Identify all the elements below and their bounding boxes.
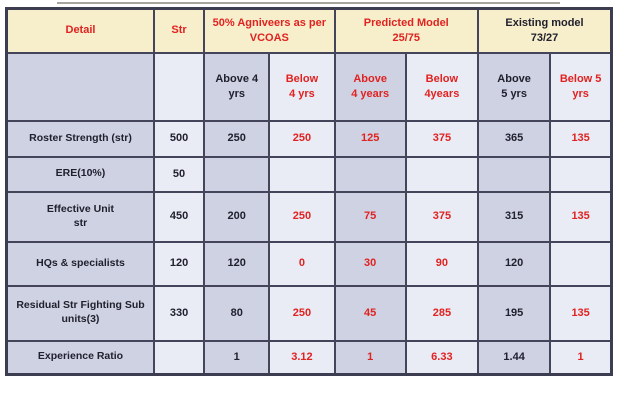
top-rule bbox=[57, 2, 560, 4]
header-group-agniveers: 50% Agniveers as per VCOAS bbox=[203, 7, 336, 54]
header-str: Str bbox=[152, 7, 206, 54]
subheader-predicted-below-4: Below 4years bbox=[404, 51, 480, 122]
cell-predicted-below-4: 375 bbox=[404, 190, 480, 243]
cell-predicted-below-4: 6.33 bbox=[404, 339, 480, 376]
cell-existing-above-5: 1.44 bbox=[476, 339, 552, 376]
cell-existing-below-5 bbox=[549, 240, 613, 287]
header-row: Detail Str 50% Agniveers as per VCOAS Pr… bbox=[5, 7, 613, 54]
header-detail: Detail bbox=[5, 7, 155, 54]
cell-label: HQs & specialists bbox=[5, 240, 155, 287]
cell-agniveer-below-4: 3.12 bbox=[268, 339, 336, 376]
cell-label: Effective Unit str bbox=[5, 190, 155, 243]
cell-agniveer-below-4: 250 bbox=[268, 190, 336, 243]
cell-existing-above-5: 195 bbox=[476, 284, 552, 342]
cell-agniveer-above-4 bbox=[203, 155, 271, 193]
cell-existing-below-5: 135 bbox=[549, 284, 613, 342]
cell-existing-above-5: 365 bbox=[476, 119, 552, 158]
cell-agniveer-above-4: 80 bbox=[203, 284, 271, 342]
cell-label: Experience Ratio bbox=[5, 339, 155, 376]
cell-predicted-above-4 bbox=[333, 155, 407, 193]
cell-str bbox=[152, 339, 206, 376]
subheader-row: Above 4 yrs Below 4 yrs Above 4 years Be… bbox=[5, 51, 613, 122]
cell-agniveer-above-4: 250 bbox=[203, 119, 271, 158]
cell-agniveer-above-4: 120 bbox=[203, 240, 271, 287]
cell-str: 450 bbox=[152, 190, 206, 243]
row-hqs-specialists: HQs & specialists 120 120 0 30 90 120 bbox=[5, 240, 613, 287]
force-structure-table: Detail Str 50% Agniveers as per VCOAS Pr… bbox=[5, 7, 613, 376]
subheader-str-spacer bbox=[152, 51, 206, 122]
cell-agniveer-below-4 bbox=[268, 155, 336, 193]
subheader-existing-below-5: Below 5 yrs bbox=[549, 51, 613, 122]
row-ere: ERE(10%) 50 bbox=[5, 155, 613, 193]
cell-agniveer-below-4: 250 bbox=[268, 284, 336, 342]
cell-agniveer-above-4: 200 bbox=[203, 190, 271, 243]
row-experience-ratio: Experience Ratio 1 3.12 1 6.33 1.44 1 bbox=[5, 339, 613, 376]
cell-existing-above-5: 120 bbox=[476, 240, 552, 287]
cell-predicted-above-4: 30 bbox=[333, 240, 407, 287]
cell-existing-below-5: 1 bbox=[549, 339, 613, 376]
cell-predicted-above-4: 125 bbox=[333, 119, 407, 158]
cell-label: Residual Str Fighting Sub units(3) bbox=[5, 284, 155, 342]
cell-predicted-below-4: 375 bbox=[404, 119, 480, 158]
cell-existing-below-5: 135 bbox=[549, 190, 613, 243]
cell-predicted-below-4: 90 bbox=[404, 240, 480, 287]
cell-label: ERE(10%) bbox=[5, 155, 155, 193]
cell-label: Roster Strength (str) bbox=[5, 119, 155, 158]
subheader-agniveer-below-4: Below 4 yrs bbox=[268, 51, 336, 122]
header-group-existing-model: Existing model 73/27 bbox=[477, 7, 613, 54]
header-group-predicted-model: Predicted Model 25/75 bbox=[333, 7, 480, 54]
cell-str: 50 bbox=[152, 155, 206, 193]
cell-str: 500 bbox=[152, 119, 206, 158]
cell-agniveer-above-4: 1 bbox=[203, 339, 271, 376]
cell-existing-below-5: 135 bbox=[549, 119, 613, 158]
cell-existing-above-5: 315 bbox=[476, 190, 552, 243]
cell-predicted-below-4: 285 bbox=[404, 284, 480, 342]
cell-predicted-above-4: 75 bbox=[333, 190, 407, 243]
row-residual-str-fighting: Residual Str Fighting Sub units(3) 330 8… bbox=[5, 284, 613, 342]
cell-str: 120 bbox=[152, 240, 206, 287]
cell-existing-above-5 bbox=[476, 155, 552, 193]
row-effective-unit-str: Effective Unit str 450 200 250 75 375 31… bbox=[5, 190, 613, 243]
cell-agniveer-below-4: 250 bbox=[268, 119, 336, 158]
row-roster-strength: Roster Strength (str) 500 250 250 125 37… bbox=[5, 119, 613, 158]
subheader-detail-spacer bbox=[5, 51, 155, 122]
cell-str: 330 bbox=[152, 284, 206, 342]
cell-predicted-below-4 bbox=[404, 155, 480, 193]
subheader-predicted-above-4: Above 4 years bbox=[333, 51, 407, 122]
cell-predicted-above-4: 1 bbox=[333, 339, 407, 376]
cell-existing-below-5 bbox=[549, 155, 613, 193]
cell-agniveer-below-4: 0 bbox=[268, 240, 336, 287]
cell-predicted-above-4: 45 bbox=[333, 284, 407, 342]
subheader-existing-above-5: Above 5 yrs bbox=[476, 51, 552, 122]
subheader-agniveer-above-4: Above 4 yrs bbox=[203, 51, 271, 122]
